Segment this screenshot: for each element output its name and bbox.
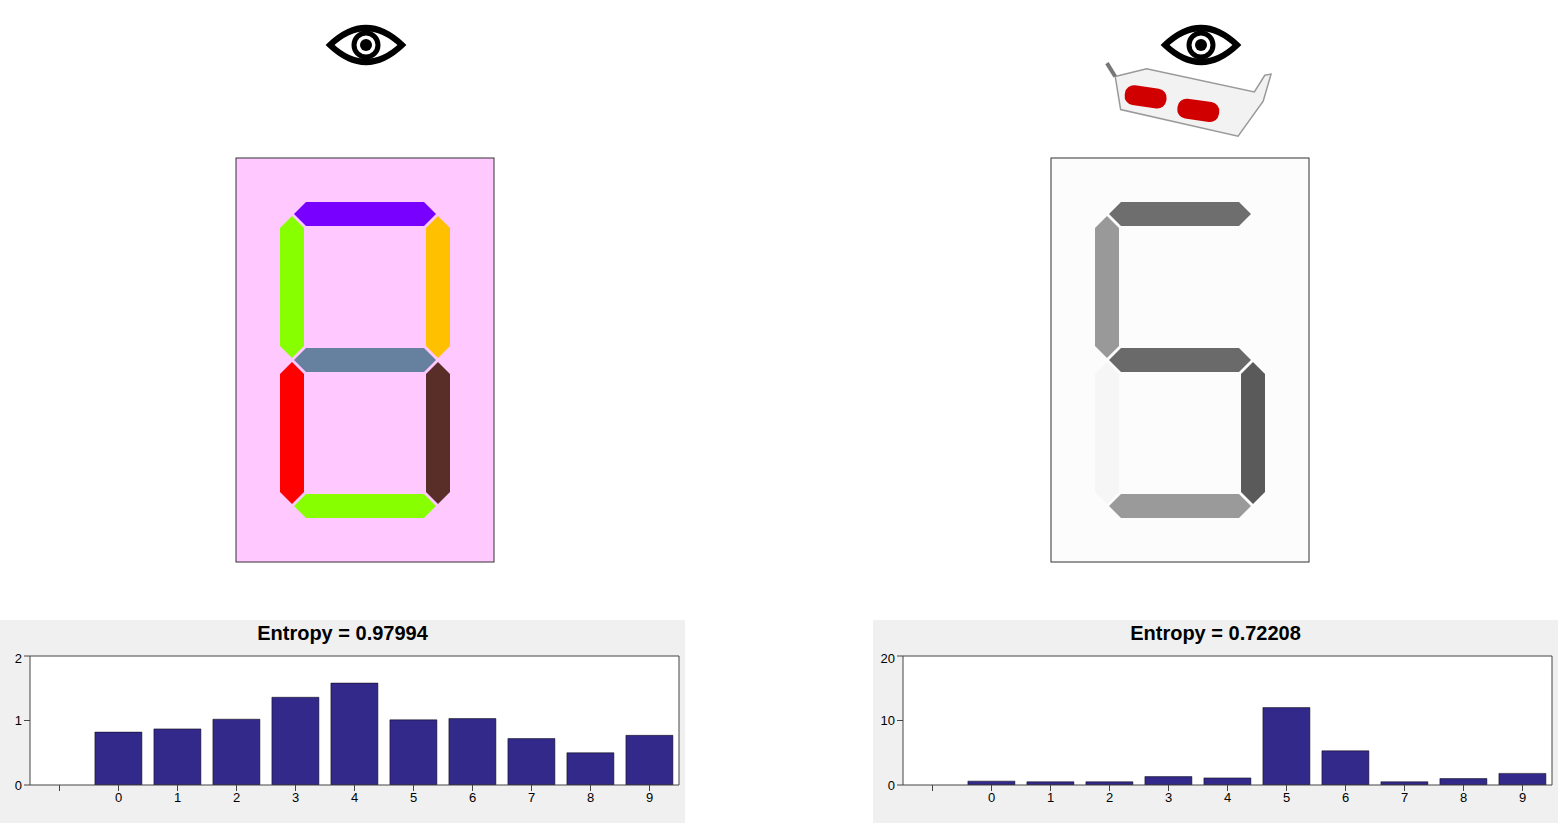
svg-text:1: 1: [15, 713, 22, 728]
svg-text:10: 10: [881, 713, 895, 728]
svg-text:4: 4: [1224, 790, 1231, 805]
svg-text:3: 3: [1165, 790, 1172, 805]
svg-text:20: 20: [881, 651, 895, 666]
svg-text:2: 2: [1106, 790, 1113, 805]
svg-text:6: 6: [469, 790, 476, 805]
svg-text:8: 8: [1460, 790, 1467, 805]
svg-text:0: 0: [888, 778, 895, 793]
svg-text:3: 3: [292, 790, 299, 805]
svg-text:4: 4: [351, 790, 358, 805]
svg-text:9: 9: [1519, 790, 1526, 805]
svg-text:5: 5: [410, 790, 417, 805]
svg-text:0: 0: [15, 778, 22, 793]
svg-text:0: 0: [115, 790, 122, 805]
svg-text:1: 1: [174, 790, 181, 805]
svg-text:9: 9: [646, 790, 653, 805]
svg-text:5: 5: [1283, 790, 1290, 805]
svg-text:0: 0: [988, 790, 995, 805]
svg-text:7: 7: [528, 790, 535, 805]
svg-text:6: 6: [1342, 790, 1349, 805]
html-text:Entropy = 0.97994: Entropy = 0.97994: [257, 622, 428, 644]
svg-text:8: 8: [587, 790, 594, 805]
html-text:Entropy = 0.72208: Entropy = 0.72208: [1130, 622, 1301, 644]
svg-text:7: 7: [1401, 790, 1408, 805]
svg-text:2: 2: [233, 790, 240, 805]
svg-text:1: 1: [1047, 790, 1054, 805]
svg-text:2: 2: [15, 651, 22, 666]
